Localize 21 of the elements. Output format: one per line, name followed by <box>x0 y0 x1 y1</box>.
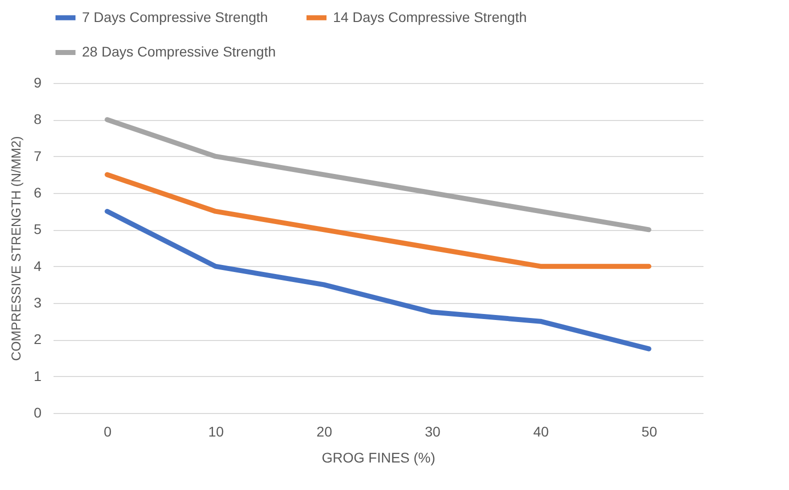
y-tick-label: 4 <box>34 258 42 274</box>
y-tick-label: 0 <box>34 404 42 420</box>
x-tick-label: 10 <box>208 424 224 440</box>
x-tick-label: 40 <box>533 424 549 440</box>
x-tick-label: 50 <box>642 424 658 440</box>
y-tick-label: 2 <box>34 331 42 348</box>
y-axis-title: COMPRESSIVE STRENGTH (N/MM2) <box>8 136 24 361</box>
legend-label: 14 Days Compressive Strength <box>333 8 527 25</box>
y-tick-label: 5 <box>34 221 42 238</box>
y-tick-label: 7 <box>34 148 42 164</box>
legend-label: 28 Days Compressive Strength <box>82 44 276 60</box>
x-tick-label: 20 <box>316 424 332 440</box>
y-tick-label: 8 <box>34 111 42 128</box>
y-tick-label: 1 <box>34 368 42 384</box>
x-tick-label: 30 <box>424 424 441 440</box>
y-tick-label: 3 <box>34 294 42 310</box>
x-tick-label: 0 <box>104 424 112 440</box>
legend-label: 7 Days Compressive Strength <box>82 8 268 25</box>
y-tick-label: 6 <box>34 184 42 200</box>
x-axis-title: GROG FINES (%) <box>322 450 436 466</box>
y-tick-label: 9 <box>34 74 42 90</box>
